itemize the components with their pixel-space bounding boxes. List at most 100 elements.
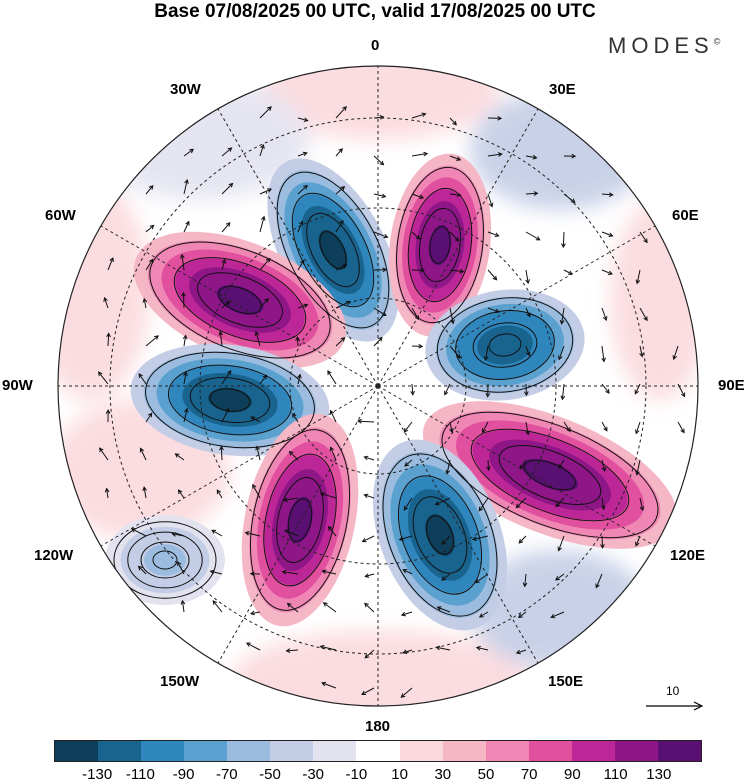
wind-vector-arrow: [600, 535, 605, 549]
wind-vector-arrow: [321, 569, 337, 575]
colorbar-cell: [485, 741, 529, 761]
wind-vector-arrow: [471, 535, 489, 542]
wind-vector-arrow: [288, 450, 299, 461]
modes-logo: MODES©: [608, 33, 720, 59]
colorbar-cell: [184, 741, 228, 761]
wind-vector-arrow: [259, 257, 271, 271]
wind-vector-arrow: [255, 445, 261, 461]
wind-vector-arrow: [487, 269, 498, 281]
streamline: [407, 187, 473, 303]
wind-vector-arrow: [142, 486, 147, 499]
streamline: [287, 498, 313, 542]
reference-vector-arrow-icon: [646, 701, 704, 711]
wind-vector-arrow: [145, 258, 154, 271]
lon-label-90e: 90E: [718, 377, 745, 394]
anomaly-neg-east-streamlines: [436, 297, 574, 393]
lon-label-30w: 30W: [170, 81, 201, 98]
wind-vector-arrow: [449, 192, 462, 198]
anomaly-neg-south-streamlines: [382, 453, 498, 617]
wind-vector-arrow: [137, 565, 147, 575]
wind-vector-arrow: [250, 416, 261, 423]
meridian-line: [377, 225, 656, 387]
streamline: [319, 231, 347, 269]
colorbar-tick-label: 50: [477, 766, 495, 783]
wind-vector-arrow: [106, 332, 111, 347]
wind-vector-arrow: [183, 407, 189, 423]
wind-vector-arrow: [373, 155, 385, 166]
wind-vector-arrow: [525, 307, 531, 318]
wind-vector-arrow: [363, 493, 375, 499]
wind-vector-arrow: [335, 337, 346, 347]
wind-vector-arrow: [138, 373, 147, 385]
wind-vector-arrow: [601, 345, 606, 363]
lon-label-60w: 60W: [45, 207, 76, 224]
streamline: [524, 459, 576, 491]
streamline: [426, 515, 454, 555]
streamline: [412, 496, 468, 574]
wind-vector-arrow: [284, 529, 299, 537]
wind-vector-arrow: [515, 497, 527, 509]
meridian-line: [377, 385, 539, 664]
wind-vector-arrow: [335, 219, 344, 233]
wind-vector-arrow: [635, 421, 641, 435]
colorbar-tick-label: -70: [215, 766, 238, 783]
wind-vector-arrow: [297, 303, 309, 309]
wind-vector-arrow: [218, 330, 224, 347]
meridian-line: [100, 225, 379, 387]
wind-vector-arrow: [361, 535, 375, 543]
wind-vector-arrow: [104, 487, 110, 499]
anomaly-neg-west-contour: [208, 387, 252, 413]
wind-vector-arrow: [449, 117, 457, 126]
wind-vector-arrow: [327, 525, 337, 537]
streamline: [197, 272, 283, 328]
wind-vector-arrow: [444, 383, 451, 396]
colorbar-tick-label: -50: [259, 766, 281, 783]
wind-vector-arrow: [212, 600, 223, 613]
colorbar-cell: [356, 741, 400, 761]
colorbar-cell: [442, 741, 486, 761]
wind-vector-arrow: [364, 573, 375, 578]
wind-vector-arrow: [639, 497, 645, 512]
colorbar-tick-label: 30: [434, 766, 452, 783]
wind-vector-arrow: [411, 151, 429, 157]
colorbar-tick-label: 110: [603, 766, 628, 783]
wind-vector-arrow: [183, 220, 190, 233]
streamline: [127, 531, 203, 589]
anomaly-neg-southwest-contour: [151, 550, 179, 570]
wind-vector-arrow: [445, 459, 451, 475]
wind-vector-arrow: [373, 267, 388, 273]
wind-vector-arrow: [335, 148, 343, 157]
colorbar-cell: [399, 741, 443, 761]
meridian-line: [217, 385, 379, 664]
wind-vector-arrow: [525, 191, 539, 196]
meridian-line: [100, 385, 379, 547]
wind-vector-arrow: [183, 178, 189, 195]
lon-label-60e: 60E: [672, 207, 699, 224]
streamline: [419, 207, 461, 283]
bg-wash-south: [230, 630, 530, 706]
anomaly-neg-north-contour: [318, 229, 348, 271]
wind-vector-arrow: [139, 447, 147, 461]
wind-vector-arrow: [171, 532, 185, 537]
anomaly-pos-south-streamlines: [249, 429, 351, 611]
wind-vector-arrow: [221, 258, 227, 271]
wind-vector-arrow: [481, 421, 489, 434]
wind-vector-arrow: [97, 371, 109, 385]
streamline: [276, 476, 324, 564]
logo-text: MODES: [608, 33, 714, 58]
anomaly-neg-west: [130, 343, 330, 457]
streamline: [436, 297, 574, 393]
wind-vector-arrow: [561, 231, 566, 249]
colorbar-cell: [657, 741, 701, 761]
wind-vector-arrow: [550, 611, 565, 619]
wind-vector-arrow: [130, 528, 147, 537]
wind-vector-arrow: [441, 535, 451, 546]
wind-vector-arrow: [525, 345, 531, 357]
colorbar-cell: [614, 741, 658, 761]
wind-vector-arrow: [183, 371, 188, 385]
wind-vector-arrow: [601, 269, 613, 276]
wind-vector-arrow: [177, 561, 185, 575]
streamline: [470, 428, 630, 522]
wind-vector-arrow: [404, 459, 413, 467]
chart-title: Base 07/08/2025 00 UTC, valid 17/08/2025…: [154, 1, 596, 22]
